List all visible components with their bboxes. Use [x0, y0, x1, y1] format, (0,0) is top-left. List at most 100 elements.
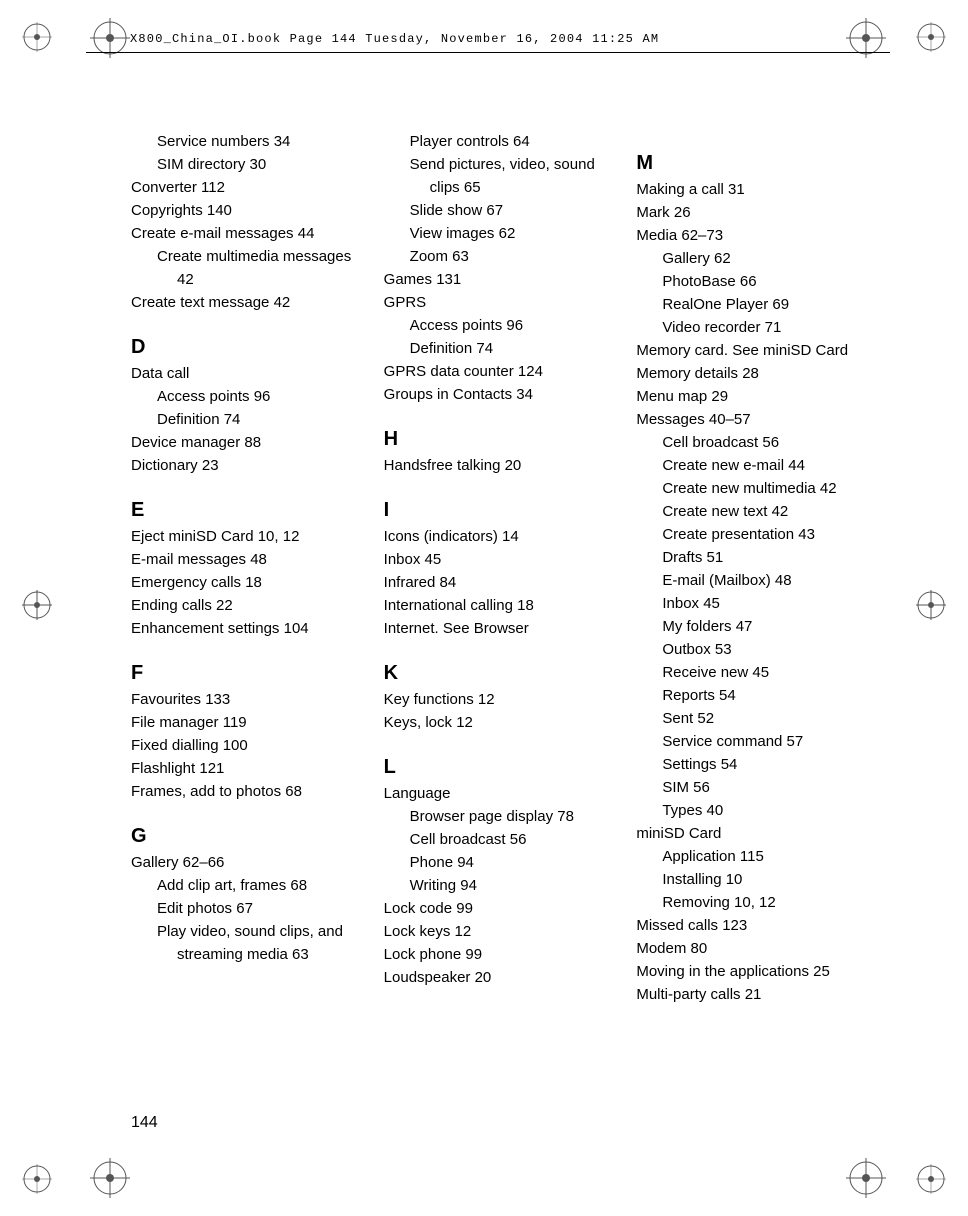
entry-page: 14	[498, 528, 519, 545]
entry-text: GPRS data counter	[384, 363, 514, 380]
entry-page: 54	[715, 687, 736, 704]
index-entry: Groups in Contacts 34	[384, 383, 619, 406]
index-entry: Play video, sound clips, and streaming m…	[131, 920, 366, 966]
index-entry: Reports 54	[636, 684, 871, 707]
index-entry: Create new e-mail 44	[636, 454, 871, 477]
entry-page: 57	[782, 733, 803, 750]
entry-page: 42	[816, 480, 837, 497]
index-entry: miniSD Card	[636, 822, 871, 845]
index-entry: Create new text 42	[636, 500, 871, 523]
entry-page: 29	[707, 388, 728, 405]
entry-page: 131	[432, 271, 461, 288]
entry-text: Create presentation	[662, 526, 794, 543]
entry-page: 30	[245, 156, 266, 173]
entry-page: 119	[219, 714, 247, 731]
entry-page: 56	[506, 831, 527, 848]
crop-mark-mr	[916, 590, 946, 620]
index-entry: Media 62–73	[636, 224, 871, 247]
index-entry: Messages 40–57	[636, 408, 871, 431]
index-entry: Settings 54	[636, 753, 871, 776]
index-entry: File manager 119	[131, 711, 366, 734]
entry-page: 47	[732, 618, 753, 635]
entry-text: Send pictures, video, sound clips	[410, 156, 595, 196]
entry-page: 140	[203, 202, 232, 219]
entry-page: 45	[420, 551, 441, 568]
entry-text: File manager	[131, 714, 219, 731]
index-entry: Infrared 84	[384, 571, 619, 594]
entry-text: Service command	[662, 733, 782, 750]
entry-text: Edit photos	[157, 900, 232, 917]
entry-page: 20	[500, 457, 521, 474]
column-1: Service numbers 34SIM directory 30Conver…	[131, 130, 366, 1006]
entry-text: My folders	[662, 618, 731, 635]
entry-text: Create multimedia messages	[157, 248, 351, 265]
entry-text: Definition	[157, 411, 220, 428]
entry-page: 53	[711, 641, 732, 658]
entry-page: 20	[470, 969, 491, 986]
entry-page: 18	[513, 597, 534, 614]
entry-text: Language	[384, 785, 451, 802]
entry-page: 94	[456, 877, 477, 894]
index-entry: Create text message 42	[131, 291, 366, 314]
entry-text: Key functions	[384, 691, 474, 708]
entry-text: Cell broadcast	[410, 831, 506, 848]
entry-text: Create new text	[662, 503, 767, 520]
section-letter-E: E	[131, 499, 366, 522]
entry-page: 66	[736, 273, 757, 290]
entry-text: Data call	[131, 365, 189, 382]
entry-text: Missed calls	[636, 917, 718, 934]
index-entry: Key functions 12	[384, 688, 619, 711]
entry-text: Browser page display	[410, 808, 553, 825]
index-entry: Data call	[131, 362, 366, 385]
index-entry: Edit photos 67	[131, 897, 366, 920]
entry-page: 54	[717, 756, 738, 773]
index-entry: Multi-party calls 21	[636, 983, 871, 1006]
entry-page: 100	[219, 737, 248, 754]
entry-text: Favourites	[131, 691, 201, 708]
index-entry: Favourites 133	[131, 688, 366, 711]
entry-text: Video recorder	[662, 319, 760, 336]
entry-page: 25	[809, 963, 830, 980]
index-entry: Add clip art, frames 68	[131, 874, 366, 897]
index-entry: View images 62	[384, 222, 619, 245]
entry-text: Moving in the applications	[636, 963, 809, 980]
entry-text: Reports	[662, 687, 715, 704]
entry-text: SIM	[662, 779, 689, 796]
entry-text: miniSD Card	[636, 825, 721, 842]
entry-page: 71	[760, 319, 781, 336]
entry-text: Enhancement settings	[131, 620, 279, 637]
index-entry: Create new multimedia 42	[636, 477, 871, 500]
entry-text: Installing	[662, 871, 721, 888]
index-entry: Sent 52	[636, 707, 871, 730]
index-entry: Converter 112	[131, 176, 366, 199]
entry-text: Media	[636, 227, 677, 244]
index-entry: Access points 96	[384, 314, 619, 337]
entry-text: GPRS	[384, 294, 427, 311]
entry-text: Types	[662, 802, 702, 819]
index-entry: Access points 96	[131, 385, 366, 408]
entry-page: 62–73	[677, 227, 723, 244]
entry-page: 68	[281, 783, 302, 800]
entry-text: Phone	[410, 854, 453, 871]
index-entry: Writing 94	[384, 874, 619, 897]
index-entry: Lock phone 99	[384, 943, 619, 966]
entry-page: 96	[502, 317, 523, 334]
entry-text: Sent	[662, 710, 693, 727]
index-entry: Fixed dialling 100	[131, 734, 366, 757]
entry-text: Create text message	[131, 294, 269, 311]
index-entry: Games 131	[384, 268, 619, 291]
index-entry: GPRS	[384, 291, 619, 314]
index-entry: Handsfree talking 20	[384, 454, 619, 477]
entry-text: Dictionary	[131, 457, 198, 474]
index-entry: Gallery 62	[636, 247, 871, 270]
index-entry: My folders 47	[636, 615, 871, 638]
index-entry: Ending calls 22	[131, 594, 366, 617]
index-entry: Cell broadcast 56	[384, 828, 619, 851]
entry-text: Modem	[636, 940, 686, 957]
index-entry: Create presentation 43	[636, 523, 871, 546]
entry-text: Access points	[157, 388, 250, 405]
index-entry: Dictionary 23	[131, 454, 366, 477]
entry-page: 56	[689, 779, 710, 796]
entry-page: 88	[240, 434, 261, 451]
index-entry: Modem 80	[636, 937, 871, 960]
